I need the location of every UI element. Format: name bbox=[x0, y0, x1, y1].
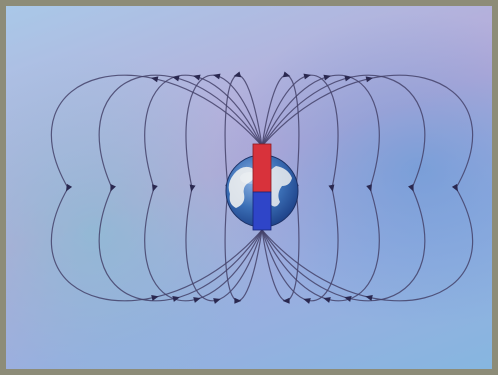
magnet-south-pole bbox=[252, 191, 272, 231]
field-arrow-icon bbox=[150, 76, 159, 83]
magnetic-field-diagram bbox=[50, 71, 474, 304]
field-arrow-icon bbox=[323, 297, 331, 303]
field-arrow-icon bbox=[323, 74, 331, 81]
field-arrow-icon bbox=[328, 184, 335, 192]
bar-magnet-icon bbox=[252, 143, 272, 231]
field-arrow-icon bbox=[110, 184, 116, 192]
field-arrow-icon bbox=[303, 298, 311, 304]
field-arrow-icon bbox=[193, 297, 201, 303]
slide bbox=[6, 6, 492, 369]
field-arrow-icon bbox=[151, 295, 159, 301]
field-arrow-icon bbox=[451, 183, 458, 192]
field-arrow-icon bbox=[365, 295, 373, 301]
field-arrow-icon bbox=[282, 297, 290, 304]
field-arrow-icon bbox=[172, 75, 180, 82]
magnet-north-pole bbox=[252, 143, 272, 193]
field-arrows bbox=[66, 71, 458, 304]
field-arrow-icon bbox=[408, 184, 414, 192]
field-arrow-icon bbox=[303, 73, 311, 80]
field-arrow-icon bbox=[66, 183, 73, 192]
field-arrow-icon bbox=[172, 296, 180, 302]
field-arrow-icon bbox=[213, 73, 221, 80]
continent-shape bbox=[228, 166, 255, 208]
field-arrow-icon bbox=[366, 184, 372, 192]
field-arrow-icon bbox=[234, 297, 242, 304]
field-arrow-icon bbox=[193, 74, 201, 81]
field-arrow-icon bbox=[344, 75, 352, 82]
field-arrow-icon bbox=[189, 184, 196, 192]
field-arrow-icon bbox=[282, 71, 291, 78]
field-arrow-icon bbox=[233, 71, 242, 78]
field-arrow-icon bbox=[152, 184, 158, 192]
field-arrow-icon bbox=[213, 298, 221, 304]
field-arrow-icon bbox=[344, 296, 352, 302]
field-arrow-icon bbox=[365, 76, 374, 83]
